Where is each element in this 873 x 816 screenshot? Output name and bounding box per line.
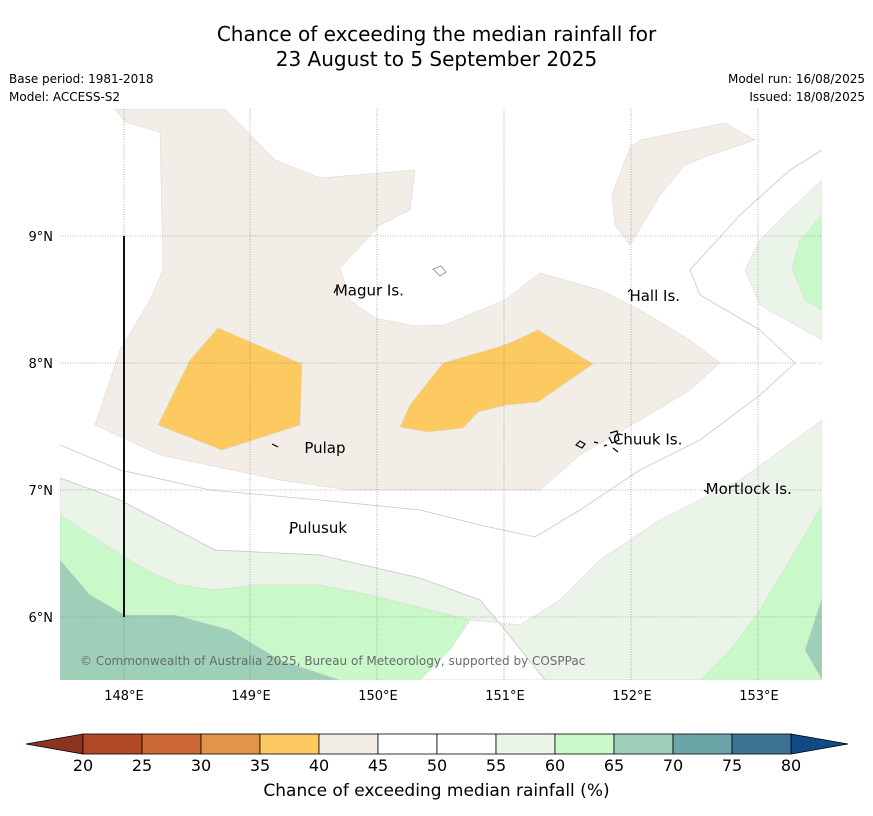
colorbar-segment bbox=[436, 733, 497, 755]
contour-55-60-ne bbox=[744, 179, 822, 341]
base-period: Base period: 1981-2018 bbox=[9, 72, 154, 86]
place-label: Mortlock Is. bbox=[706, 480, 792, 498]
island-chuuk-5 bbox=[612, 447, 619, 453]
meta-right: Model run: 16/08/2025 Issued: 18/08/2025 bbox=[728, 70, 865, 106]
colorbar-segment bbox=[259, 733, 320, 755]
colorbar-tick-label: 60 bbox=[545, 756, 565, 775]
colorbar-tick-label: 35 bbox=[250, 756, 270, 775]
longitude-labels: 148°E 149°E 150°E 151°E 152°E 153°E bbox=[104, 689, 779, 704]
colorbar-tick-label: 40 bbox=[309, 756, 329, 775]
place-label: Magur Is. bbox=[335, 282, 404, 300]
lat-tick-label: 9°N bbox=[29, 230, 54, 245]
lat-tick-label: 7°N bbox=[29, 484, 54, 499]
island-chuuk-2 bbox=[593, 441, 599, 444]
place-labels: Magur Is. Hall Is. Pulap Chuuk Is. Mortlock … bbox=[289, 282, 792, 537]
issued-date: Issued: 18/08/2025 bbox=[749, 90, 865, 104]
lon-tick-label: 148°E bbox=[104, 689, 144, 704]
colorbar-segment bbox=[495, 733, 556, 755]
island-chuuk-4 bbox=[608, 430, 620, 444]
contour-65-70 bbox=[60, 559, 341, 680]
lon-tick-label: 149°E bbox=[231, 689, 271, 704]
colorbar-under-arrow bbox=[25, 733, 84, 755]
island-chuuk-3 bbox=[603, 444, 608, 447]
colorbar-segment bbox=[672, 733, 733, 755]
colorbar-segment bbox=[82, 733, 143, 755]
place-label: Pulap bbox=[304, 439, 345, 457]
island-pulusuk bbox=[289, 528, 292, 535]
island-small-north bbox=[432, 265, 447, 277]
lon-tick-label: 151°E bbox=[485, 689, 525, 704]
contour-line-50 bbox=[60, 149, 822, 538]
colorbar-segment bbox=[377, 733, 438, 755]
place-label: Pulusuk bbox=[289, 519, 347, 537]
island-magur bbox=[333, 286, 338, 294]
place-label: Chuuk Is. bbox=[613, 430, 682, 448]
copyright-note: © Commonwealth of Australia 2025, Bureau… bbox=[80, 654, 585, 668]
colorbar-over-arrow bbox=[790, 733, 849, 755]
colorbar-tick-label: 50 bbox=[427, 756, 447, 775]
lon-tick-label: 150°E bbox=[358, 689, 398, 704]
meta-left: Base period: 1981-2018 Model: ACCESS-S2 bbox=[9, 70, 154, 106]
colorbar-tick-label: 65 bbox=[604, 756, 624, 775]
island-mortlock bbox=[703, 489, 708, 493]
title-line-2: 23 August to 5 September 2025 bbox=[275, 47, 598, 71]
lat-tick-label: 8°N bbox=[29, 357, 54, 372]
place-label: Hall Is. bbox=[629, 287, 680, 305]
colorbar-tick-label: 55 bbox=[486, 756, 506, 775]
island-chuuk-1 bbox=[574, 440, 586, 449]
contour-60-65-ne bbox=[791, 214, 822, 311]
map-title: Chance of exceeding the median rainfall … bbox=[0, 22, 873, 72]
contour-40-45-ne bbox=[611, 122, 756, 246]
colorbar-tick-label: 20 bbox=[73, 756, 93, 775]
colorbar-tick-label: 80 bbox=[781, 756, 801, 775]
map-plot-area: © Commonwealth of Australia 2025, Bureau… bbox=[60, 109, 822, 680]
colorbar-tick-label: 75 bbox=[722, 756, 742, 775]
colorbar-segment bbox=[200, 733, 261, 755]
lon-tick-label: 153°E bbox=[739, 689, 779, 704]
colorbar-tick-label: 45 bbox=[368, 756, 388, 775]
contour-35-40-west bbox=[157, 327, 303, 451]
island-pulap bbox=[271, 443, 279, 448]
lat-tick-label: 6°N bbox=[29, 611, 54, 626]
model-name: Model: ACCESS-S2 bbox=[9, 90, 121, 104]
colorbar-tick-label: 25 bbox=[132, 756, 152, 775]
model-run: Model run: 16/08/2025 bbox=[727, 72, 865, 86]
latitude-labels: 9°N 8°N 7°N 6°N bbox=[29, 230, 54, 626]
island-hall bbox=[627, 288, 632, 293]
colorbar-segment bbox=[141, 733, 202, 755]
colorbar-tick-label: 30 bbox=[191, 756, 211, 775]
title-line-1: Chance of exceeding the median rainfall … bbox=[216, 22, 657, 46]
colorbar-segment bbox=[731, 733, 792, 755]
colorbar-tick-label: 70 bbox=[663, 756, 683, 775]
island-outlines bbox=[271, 265, 708, 535]
graticule bbox=[60, 109, 822, 680]
contour-60-65 bbox=[60, 504, 822, 680]
colorbar: 20 25 30 35 40 45 50 55 60 65 70 75 80 bbox=[25, 733, 849, 775]
colorbar-segment bbox=[613, 733, 674, 755]
colorbar-label: Chance of exceeding median rainfall (%) bbox=[263, 781, 610, 801]
contour-line-55 bbox=[60, 477, 546, 680]
contour-65-70-east bbox=[804, 597, 822, 680]
colorbar-segment bbox=[318, 733, 379, 755]
colorbar-segment bbox=[554, 733, 615, 755]
contour-35-40-east bbox=[399, 329, 594, 433]
lon-tick-label: 152°E bbox=[612, 689, 652, 704]
